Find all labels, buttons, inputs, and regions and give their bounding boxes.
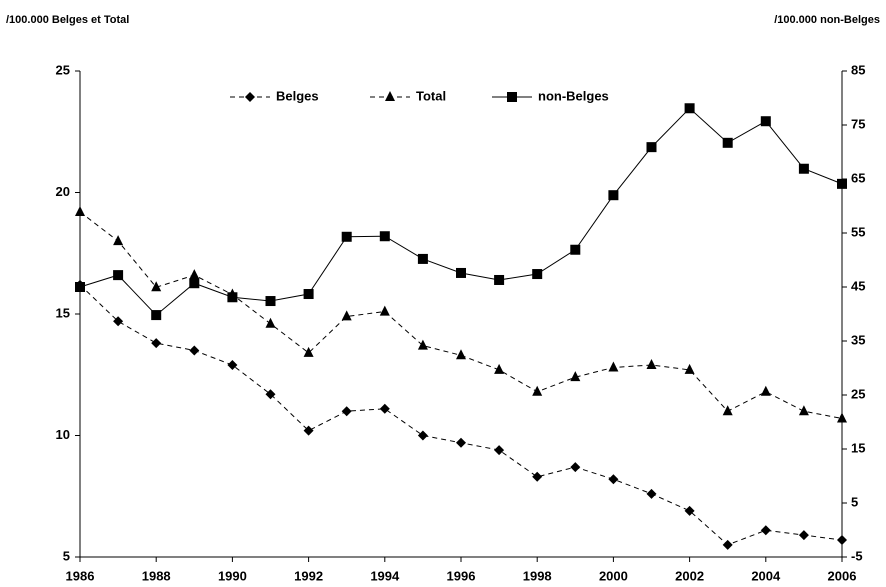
marker [494,274,505,285]
y2-tick-label: 55 [851,224,865,239]
marker [265,389,276,400]
marker [456,267,466,278]
legend-label: non-Belges [538,88,609,103]
marker [75,282,85,292]
y2-tick-label: 65 [851,170,865,185]
marker [379,231,390,242]
marker [722,405,733,416]
marker [646,359,657,370]
marker [265,317,276,328]
marker [113,235,124,246]
marker [151,338,162,349]
marker [608,190,619,201]
y-tick-label: 15 [56,305,70,320]
marker [646,142,657,153]
marker [227,360,238,371]
marker [417,339,428,350]
marker [494,445,505,456]
marker [837,534,847,545]
marker [684,363,695,374]
x-tick-label: 2006 [828,568,857,583]
marker [379,305,390,316]
x-tick-label: 1992 [294,568,323,583]
marker [417,430,428,441]
marker [417,253,428,264]
y-tick-label: 5 [63,548,70,563]
marker [151,281,162,292]
legend-label: Total [416,88,446,103]
x-tick-label: 1990 [218,568,247,583]
y2-tick-label: 5 [851,494,858,509]
marker [113,270,124,281]
marker [303,425,314,436]
marker [532,269,543,280]
y2-axis-title: /100.000 non-Belges [774,14,880,26]
marker [265,296,276,307]
marker [507,92,517,102]
marker [385,91,395,101]
marker [608,474,619,485]
marker [684,103,695,114]
x-tick-label: 1994 [370,568,400,583]
series-line [79,211,843,419]
y-axis-title: /100.000 Belges et Total [6,14,129,26]
x-tick-label: 2002 [675,568,704,583]
x-tick-label: 2000 [599,568,628,583]
marker [456,349,466,360]
marker [341,406,352,417]
marker [760,525,771,536]
marker [570,462,581,473]
marker [646,488,657,499]
marker [608,361,619,372]
marker [798,405,809,416]
marker [189,345,200,356]
marker [570,244,581,255]
marker [303,289,314,300]
marker [494,363,505,374]
y2-tick-label: 45 [851,278,865,293]
y2-tick-label: 35 [851,332,865,347]
y2-tick-label: 15 [851,440,865,455]
y2-tick-label: 85 [851,62,865,77]
marker [303,346,314,357]
marker [151,310,162,321]
x-tick-label: 1988 [142,568,171,583]
x-tick-label: 2004 [751,568,781,583]
marker [189,278,200,289]
marker [722,539,733,550]
marker [570,371,581,382]
marker [798,163,809,174]
marker [113,316,124,327]
y-tick-label: 20 [56,184,70,199]
x-tick-label: 1986 [66,568,95,583]
marker [837,412,847,423]
marker [227,292,238,303]
marker [189,269,200,280]
marker [837,178,847,189]
y2-tick-label: -5 [851,548,863,563]
marker [341,231,352,242]
x-tick-label: 1998 [523,568,552,583]
marker [684,505,695,516]
marker [245,92,255,102]
marker [379,403,390,414]
y2-tick-label: 25 [851,386,865,401]
marker [532,471,543,482]
marker [798,530,809,541]
marker [722,137,733,148]
x-tick-label: 1996 [447,568,476,583]
y-tick-label: 25 [56,62,70,77]
y-tick-label: 10 [56,427,70,442]
marker [456,437,466,448]
legend-label: Belges [276,88,319,103]
marker [532,385,543,396]
marker [760,385,771,396]
marker [760,116,771,127]
marker [341,310,352,321]
marker [75,205,85,216]
y2-tick-label: 75 [851,116,865,131]
